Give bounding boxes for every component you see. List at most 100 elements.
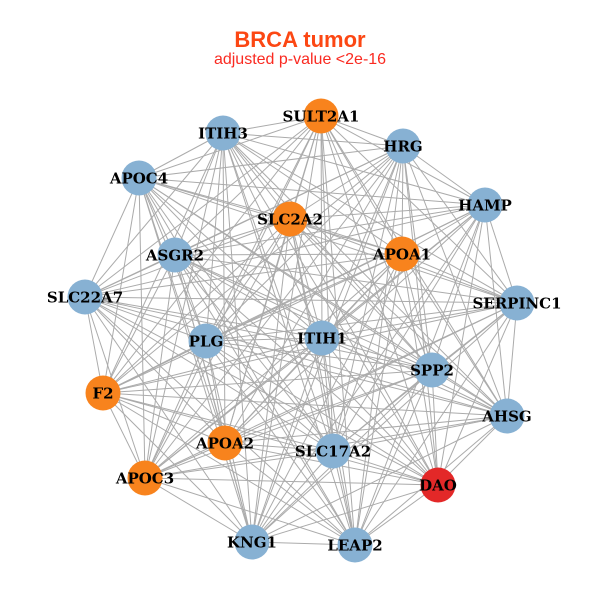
network-edge: [205, 340, 334, 452]
network-edge: [84, 296, 439, 486]
node-label-APOA2: APOA2: [195, 434, 254, 452]
network-edge: [84, 296, 226, 444]
network-node-SLC2A2: [272, 201, 308, 237]
network-edge: [174, 253, 403, 256]
network-edge: [222, 132, 508, 417]
network-edge: [144, 115, 322, 479]
network-edge: [102, 392, 334, 452]
network-edge: [251, 337, 323, 543]
network-edge: [102, 204, 486, 394]
network-edge: [144, 302, 518, 479]
network-edge: [431, 204, 486, 371]
node-label-SLC22A7: SLC22A7: [47, 288, 123, 306]
network-edge: [401, 253, 508, 417]
network-edge: [354, 369, 433, 546]
figure-subtitle: adjusted p-value <2e-16: [213, 51, 387, 68]
node-label-DAO: DAO: [419, 476, 457, 494]
network-edge: [205, 340, 439, 486]
network-edge: [84, 296, 518, 304]
network-edge: [251, 484, 439, 543]
network-edge: [138, 177, 403, 255]
network-edge: [102, 218, 291, 394]
node-label-PLG: PLG: [189, 332, 224, 350]
network-edge: [224, 369, 433, 444]
network-edge: [102, 340, 207, 394]
network-edge: [102, 253, 403, 394]
network-edge: [174, 254, 433, 371]
network-edge: [174, 254, 323, 339]
network-edge: [205, 337, 323, 342]
network-edge: [84, 296, 356, 546]
network-edge: [138, 177, 486, 206]
network-node-PLG: [188, 323, 224, 359]
network-edge: [251, 253, 403, 543]
network-edge: [320, 115, 334, 452]
network-edge: [332, 450, 439, 486]
network-edge: [144, 132, 224, 479]
network-edge: [332, 204, 486, 452]
network-node-SPP2: [414, 352, 450, 388]
node-label-AHSG: AHSG: [481, 407, 531, 425]
network-edge: [84, 253, 403, 298]
network-edge: [205, 340, 433, 371]
network-edge: [138, 177, 518, 304]
network-edge: [289, 218, 439, 486]
network-edge: [506, 302, 518, 417]
network-edge: [321, 337, 433, 371]
network-edge: [84, 296, 433, 371]
network-edge: [289, 218, 433, 371]
network-edge: [205, 340, 508, 417]
network-edge: [222, 132, 433, 371]
node-label-ITIH1: ITIH1: [297, 329, 347, 347]
network-edge: [144, 450, 334, 479]
network-edge: [332, 415, 508, 452]
network-edge: [289, 218, 403, 255]
network-edge: [222, 132, 226, 444]
network-edge: [138, 145, 404, 179]
network-edge: [401, 253, 518, 304]
network-edge: [224, 337, 323, 444]
network-node-ITIH3: [205, 115, 241, 151]
network-edge: [144, 477, 253, 543]
network-edge: [102, 177, 140, 394]
network-node-ASGR2: [157, 237, 193, 273]
node-label-SERPINC1: SERPINC1: [472, 294, 561, 312]
node-label-ITIH3: ITIH3: [198, 124, 248, 142]
network-node-SLC22A7: [67, 279, 103, 315]
network-edge: [484, 204, 508, 417]
network-edge: [402, 145, 508, 417]
network-node-KNG1: [234, 524, 270, 560]
node-label-ASGR2: ASGR2: [145, 246, 204, 264]
node-label-KNG1: KNG1: [227, 533, 277, 551]
network-edge: [84, 296, 508, 417]
node-label-SLC2A2: SLC2A2: [257, 210, 323, 228]
network-edge: [144, 369, 433, 479]
network-edge: [251, 302, 518, 543]
node-label-SULT2A1: SULT2A1: [283, 107, 360, 125]
network-edge: [224, 442, 334, 452]
network-node-AHSG: [489, 398, 525, 434]
network-edge: [222, 132, 403, 255]
network-edge: [205, 253, 403, 342]
network-edge: [401, 253, 433, 371]
network-edge: [289, 218, 356, 546]
network-node-APOA1: [384, 236, 420, 272]
network-edge: [431, 369, 439, 486]
network-edge: [138, 177, 226, 444]
network-edge: [144, 477, 439, 486]
network-edge: [354, 253, 403, 546]
network-edge: [437, 302, 518, 486]
network-edge: [102, 392, 356, 546]
network-edge: [289, 145, 404, 220]
network-edge: [102, 392, 253, 543]
node-label-APOC4: APOC4: [109, 169, 168, 187]
node-label-HRG: HRG: [383, 137, 422, 155]
node-label-APOC3: APOC3: [115, 469, 174, 487]
network-edge: [102, 392, 226, 444]
network-node-HAMP: [467, 187, 503, 223]
network-node-SERPINC1: [499, 285, 535, 321]
network-node-ITIH1: [304, 320, 340, 356]
network-edge: [321, 302, 518, 339]
